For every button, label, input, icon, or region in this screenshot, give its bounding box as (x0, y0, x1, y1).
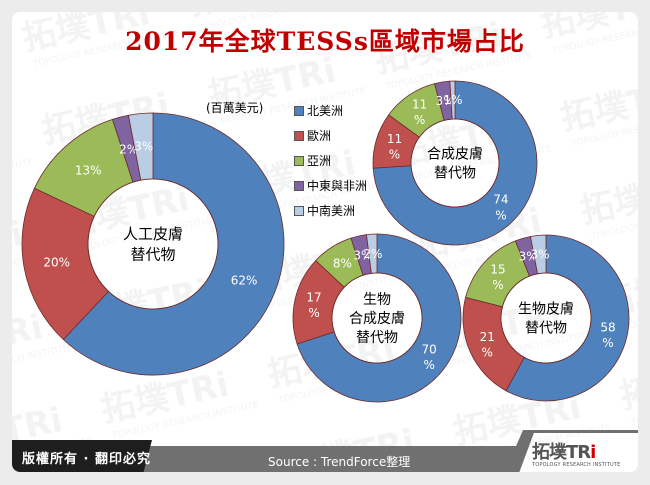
segment-label: 1% (443, 93, 462, 107)
logo-subtitle: TOPOLOGY RESEARCH INSTITUTE (532, 462, 621, 468)
segment-label: 15% (490, 262, 505, 292)
segment-label: 3% (519, 250, 538, 264)
legend-label: 中南美洲 (307, 204, 356, 218)
logo-text: 拓墣TR (532, 442, 591, 463)
logo-i: i (590, 442, 596, 463)
footer-source-bar (138, 446, 518, 472)
legend-item-middle-east-africa: 中東與非洲 (294, 173, 367, 198)
unit-label: (百萬美元) (206, 101, 264, 115)
donut-center-label: 合成皮膚 (427, 146, 483, 162)
tri-logo: 拓墣TRi TOPOLOGY RESEARCH INSTITUTE (532, 438, 632, 468)
donut-center-label: 替代物 (130, 245, 175, 263)
segment-label: 2% (363, 247, 382, 261)
donut-center-label: 替代物 (356, 330, 398, 346)
footer-copyright-bar (12, 440, 152, 472)
copyright-text: 版權所有 · 翻印必究 (22, 452, 151, 467)
legend-swatch (294, 180, 304, 191)
segment-label: 70% (422, 343, 437, 373)
segment-label: 11% (387, 132, 402, 162)
segment-label: 11% (412, 97, 427, 127)
segment-label: 13% (75, 164, 102, 178)
logo-mark: 拓墣TRi (532, 438, 632, 464)
legend-swatch (294, 205, 304, 216)
segment-label: 3% (353, 248, 372, 262)
legend-swatch (294, 155, 304, 166)
segment-label: 21% (480, 330, 495, 360)
donut-center-label: 替代物 (434, 165, 476, 181)
legend-item-latin-america: 中南美洲 (294, 198, 367, 223)
source-text: Source : TrendForce整理 (268, 455, 411, 469)
segment-label: 8% (333, 257, 352, 271)
segment-label: 3% (436, 94, 455, 108)
donut-center-label: 生物皮膚 (518, 301, 574, 317)
legend-label: 亞洲 (307, 154, 332, 168)
legend: 北美洲 歐洲 亞洲 中東與非洲 中南美洲 (294, 98, 367, 223)
donut-center-label: 替代物 (525, 320, 567, 336)
legend-item-north-america: 北美洲 (294, 98, 367, 123)
legend-label: 北美洲 (307, 104, 344, 118)
chart-title: 2017年全球TESSs區域市場占比 (125, 27, 525, 56)
legend-item-europe: 歐洲 (294, 123, 367, 148)
legend-label: 歐洲 (307, 129, 332, 143)
donut-center-label: 人工皮膚 (123, 225, 183, 243)
segment-label: 3% (134, 140, 153, 154)
segment-label: 17% (306, 291, 321, 321)
legend-swatch (294, 105, 304, 116)
donut-center-label: 合成皮膚 (349, 311, 405, 327)
segment-label: 20% (43, 256, 70, 270)
segment-label: 74% (493, 193, 508, 223)
segment-label: 62% (231, 273, 258, 287)
segment-label: 58% (600, 321, 615, 351)
footer-line-decoration (525, 430, 638, 433)
legend-label: 中東與非洲 (307, 179, 368, 193)
legend-item-asia: 亞洲 (294, 148, 367, 173)
segment-label: 2% (119, 142, 138, 156)
donut-center-label: 生物 (363, 292, 391, 308)
legend-swatch (294, 130, 304, 141)
segment-label: 3% (530, 247, 549, 261)
